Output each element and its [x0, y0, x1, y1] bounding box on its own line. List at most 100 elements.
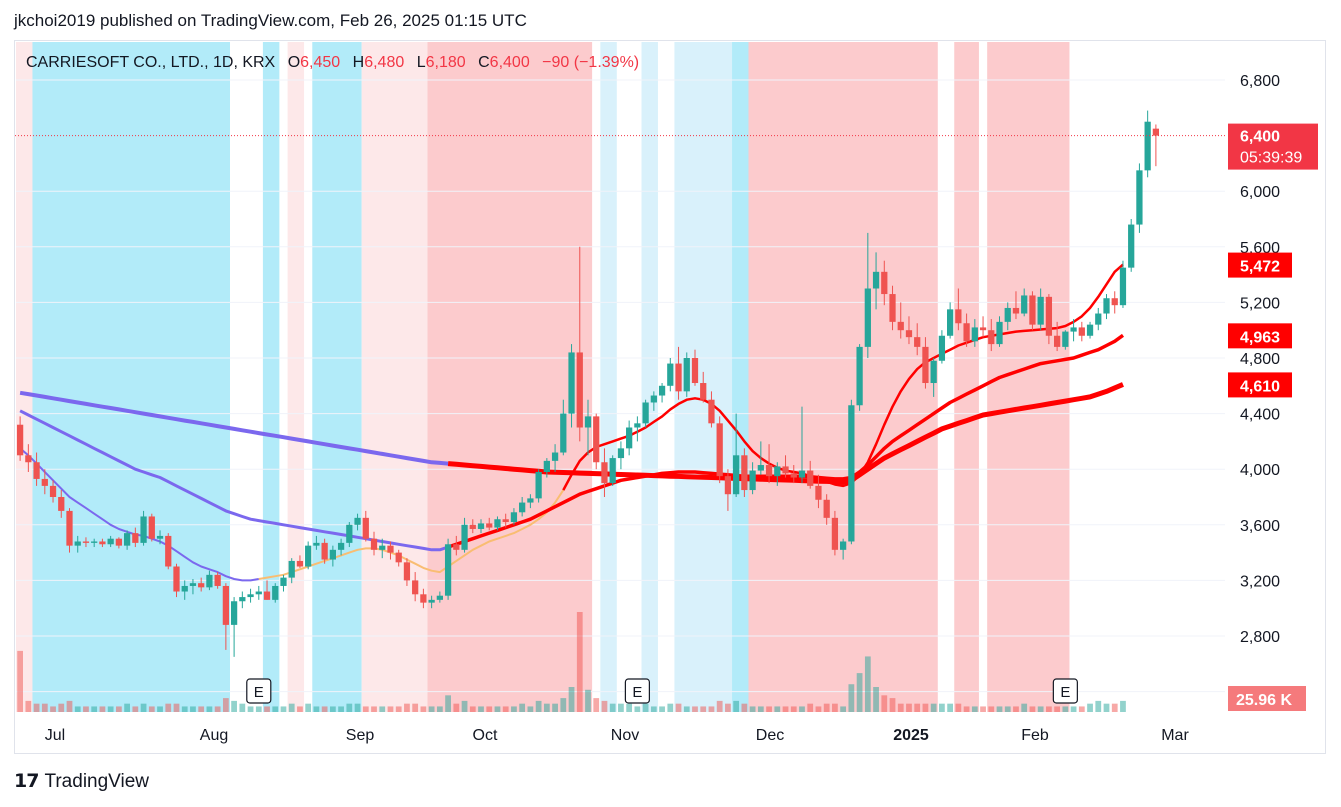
x-tick-label: Oct: [473, 727, 498, 744]
candle-body: [140, 516, 147, 543]
volume-bar: [107, 706, 114, 712]
ma-badge-value: 4,610: [1240, 378, 1280, 395]
volume-bar: [272, 706, 279, 712]
legend-change: −90 (−1.39%): [542, 54, 640, 71]
chart-frame[interactable]: [14, 40, 1326, 754]
candle-body: [848, 405, 855, 542]
candle-body: [807, 470, 814, 486]
candle-body: [181, 585, 188, 592]
volume-bar: [428, 706, 435, 712]
candle-body: [930, 360, 937, 384]
candle-body: [675, 363, 682, 392]
volume-bar: [683, 706, 690, 712]
volume-bar: [790, 706, 797, 712]
y-tick-label: 3,200: [1240, 573, 1280, 590]
background-band: [312, 42, 362, 712]
candle-body: [947, 309, 954, 336]
x-tick-label: Nov: [611, 727, 639, 744]
volume-bar: [749, 706, 756, 712]
volume-bar: [675, 703, 682, 712]
volume-bar: [354, 703, 361, 712]
volume-bar: [181, 706, 188, 712]
earnings-marker-label: E: [254, 684, 264, 701]
volume-bar: [840, 706, 847, 712]
candle-body: [91, 541, 98, 543]
volume-bar: [305, 703, 312, 712]
candle-body: [922, 346, 929, 384]
background-band: [361, 42, 428, 712]
candle-body: [189, 583, 197, 586]
volume-bar: [222, 698, 229, 712]
candle-body: [683, 358, 690, 392]
volume-bar: [58, 703, 65, 712]
candle-body: [420, 594, 427, 603]
candle-body: [82, 541, 90, 543]
background-band: [287, 42, 305, 712]
volume-bar: [1103, 703, 1110, 712]
legend-high-label: H: [352, 54, 365, 71]
candle-body: [609, 458, 616, 484]
volume-bar: [947, 703, 954, 712]
candle-body: [897, 321, 904, 331]
volume-bar: [807, 703, 814, 712]
volume-bar: [1037, 706, 1044, 712]
volume-bar: [716, 700, 723, 712]
volume-bar: [33, 703, 40, 712]
candle-body: [395, 552, 402, 563]
volume-bar: [297, 706, 303, 712]
volume-bar: [971, 706, 978, 712]
volume-bar: [659, 706, 665, 712]
background-band: [600, 42, 617, 712]
volume-bar: [626, 703, 633, 712]
candle-body: [486, 523, 493, 528]
candle-body: [66, 510, 73, 546]
tradingview-logo[interactable]: 𝟭𝟳 TradingView: [14, 770, 149, 793]
volume-bar: [255, 706, 262, 712]
candle-body: [412, 580, 419, 595]
volume-bar: [214, 706, 221, 712]
volume-bar: [502, 706, 509, 712]
legend-open-label: O: [287, 54, 301, 71]
volume-bar: [288, 703, 295, 712]
candle-body: [288, 560, 295, 578]
candle-body: [1144, 121, 1151, 171]
volume-bar: [338, 706, 344, 712]
volume-bar: [1070, 706, 1077, 712]
candle-body: [831, 517, 839, 550]
volume-bar: [864, 656, 871, 712]
candle-body: [49, 485, 57, 497]
candle-body: [1136, 170, 1143, 225]
candle-body: [551, 452, 559, 461]
candle-body: [1086, 324, 1094, 336]
tradingview-logo-icon: 𝟭𝟳: [14, 771, 39, 792]
candle-body: [296, 560, 304, 567]
volume-bar: [198, 706, 205, 712]
candle-body: [905, 330, 913, 338]
y-tick-label: 4,400: [1240, 407, 1280, 424]
candle-body: [510, 512, 518, 523]
candle-body: [74, 541, 81, 546]
last-price-badge-value: 6,400: [1240, 129, 1280, 146]
candle-body: [634, 423, 641, 428]
candle-body: [387, 545, 394, 553]
volume-bar: [585, 689, 591, 712]
legend-high-value: 6,480: [364, 54, 405, 71]
candle-body: [782, 466, 789, 474]
candle-body: [346, 524, 353, 543]
volume-bar: [264, 706, 270, 712]
candle-body: [1004, 307, 1011, 322]
candle-body: [214, 574, 221, 586]
ma-badge-value: 4,963: [1240, 329, 1280, 346]
volume-bar: [1111, 703, 1118, 712]
candles: [16, 110, 1160, 657]
volume-bar: [766, 706, 772, 712]
candle-body: [255, 591, 262, 595]
volume-bar: [568, 687, 575, 712]
legend-low-label: L: [416, 54, 426, 71]
volume-bar: [379, 706, 386, 712]
legend-symbol: CARRIESOFT CO., LTD., 1D, KRX: [26, 54, 276, 71]
volume-bar: [173, 703, 180, 712]
candle-body: [206, 574, 213, 588]
candle-body: [230, 601, 238, 625]
